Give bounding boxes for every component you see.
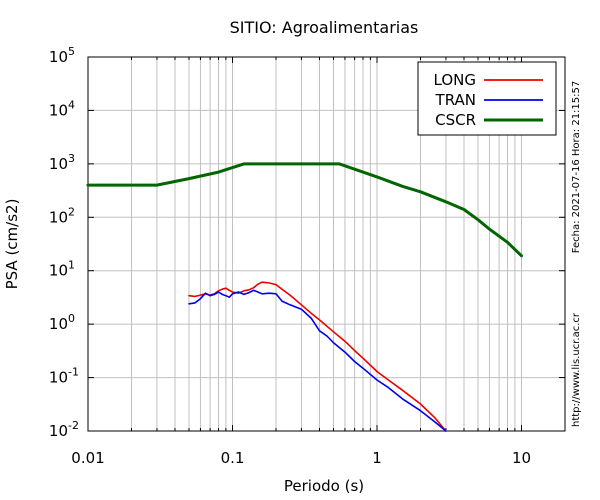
legend-label-long: LONG	[434, 71, 476, 89]
chart-title: SITIO: Agroalimentarias	[230, 18, 419, 37]
y-tick-exponent: -1	[68, 366, 79, 379]
x-axis-label: Periodo (s)	[284, 477, 364, 495]
x-tick-label: 0.01	[71, 449, 104, 467]
y-tick-exponent: 1	[68, 259, 75, 272]
x-tick-label: 1	[372, 449, 382, 467]
legend-box	[417, 61, 557, 136]
y-tick-label: 10	[49, 155, 68, 173]
y-axis-label: PSA (cm/s2)	[3, 199, 21, 290]
legend: LONG TRAN CSCR	[417, 61, 557, 136]
x-tick-label: 10	[512, 449, 531, 467]
y-tick-exponent: 2	[68, 205, 75, 218]
y-tick-exponent: 5	[68, 45, 75, 58]
series-line-tran	[188, 289, 447, 432]
legend-label-tran: TRAN	[435, 91, 476, 109]
y-tick-exponent: 3	[68, 152, 75, 165]
x-tick-labels: 0.01 0.1 1 10	[71, 449, 531, 467]
y-tick-exponent: 4	[68, 98, 75, 111]
y-tick-label: 10	[49, 48, 68, 66]
axis-ticks	[88, 56, 565, 432]
series-line-cscr	[86, 162, 523, 258]
y-tick-label: 10	[49, 208, 68, 226]
series-line-long	[188, 281, 447, 432]
legend-label-cscr: CSCR	[435, 111, 476, 129]
source-url-note: http://www.lis.ucr.ac.cr	[571, 312, 582, 427]
plot-frame	[87, 56, 566, 432]
y-tick-label: 10	[49, 422, 68, 440]
timestamp-note: Fecha: 2021-07-16 Hora: 21:15:57	[571, 81, 582, 254]
x-tick-label: 0.1	[221, 449, 245, 467]
y-tick-exponent: -2	[68, 419, 79, 432]
y-tick-label: 10	[49, 369, 68, 387]
series-layer	[86, 162, 523, 432]
y-tick-label: 10	[49, 262, 68, 280]
y-tick-label: 10	[49, 101, 68, 119]
y-tick-label: 10	[49, 315, 68, 333]
y-tick-exponent: 0	[68, 312, 75, 325]
